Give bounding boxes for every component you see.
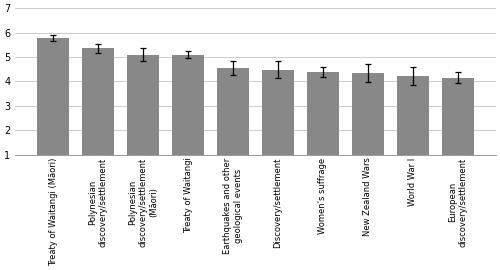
Bar [396,76,429,155]
Bar [262,70,294,155]
Bar [37,38,70,155]
Bar [307,72,339,155]
Bar [217,68,250,155]
Bar [172,55,204,155]
Bar [127,55,160,155]
Bar [352,73,384,155]
Bar [82,48,114,155]
Bar [442,78,474,155]
